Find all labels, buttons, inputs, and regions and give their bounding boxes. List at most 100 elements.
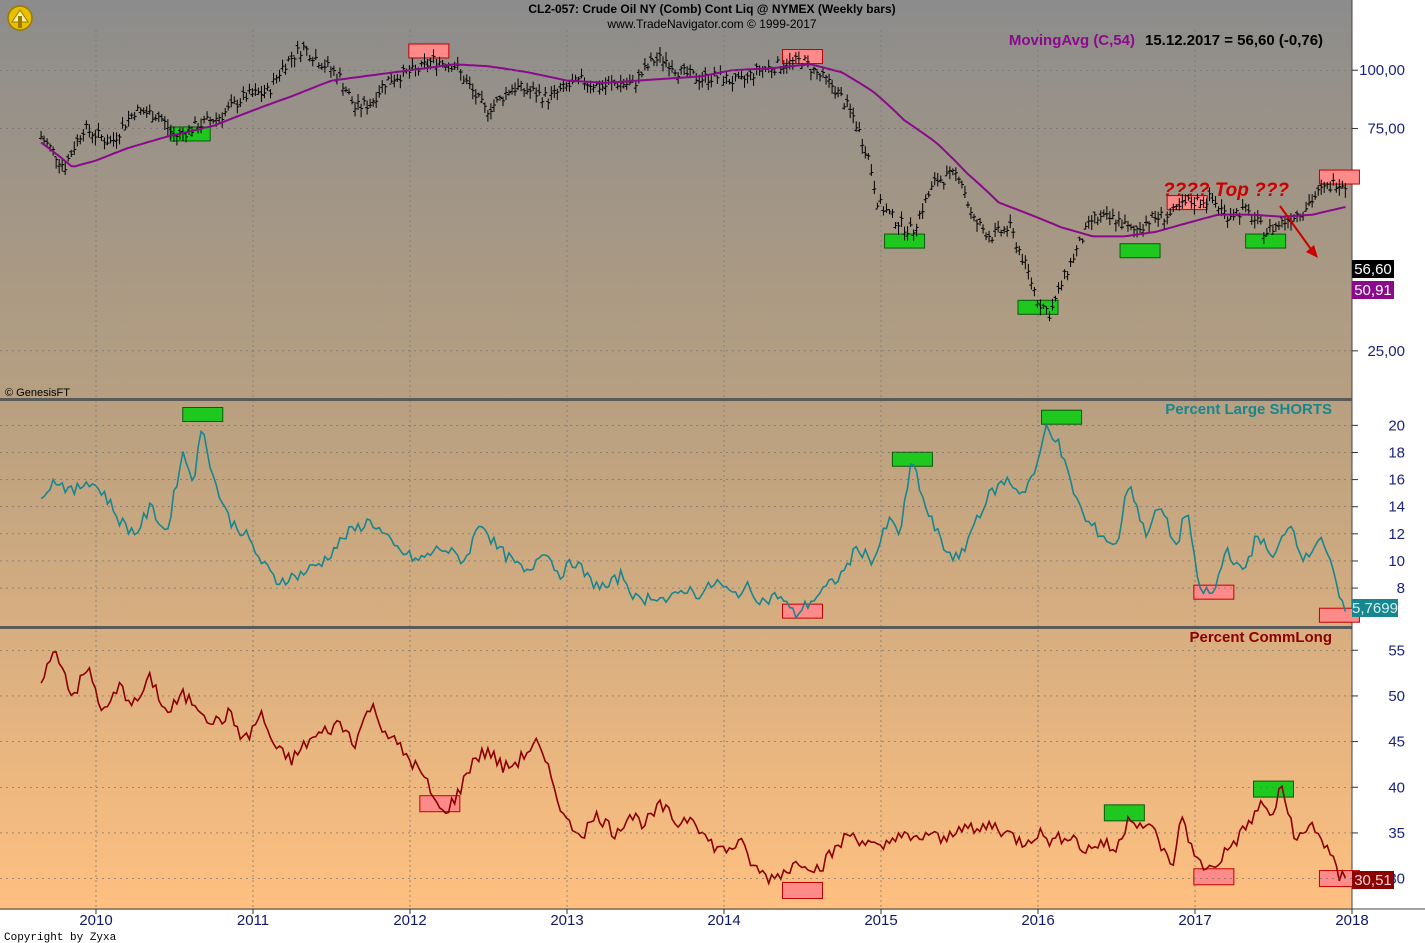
price-bar — [111, 132, 116, 147]
price-bar — [1026, 263, 1031, 280]
price-bar — [274, 74, 279, 84]
price-bar — [1041, 303, 1046, 310]
price-bar — [313, 48, 318, 61]
price-bar — [1065, 271, 1070, 281]
price-bar — [174, 133, 179, 146]
price-bar — [461, 75, 466, 84]
price-bar — [546, 98, 551, 110]
last-commlong-badge — [1352, 871, 1394, 889]
price-bar — [1319, 179, 1324, 195]
x-tick-label: 2017 — [1178, 912, 1211, 929]
price-bar — [60, 158, 65, 172]
price-bar — [944, 165, 949, 177]
price-bar — [1267, 218, 1272, 233]
price-bar — [654, 52, 659, 67]
price-bar — [304, 45, 309, 56]
price-bar — [331, 65, 336, 76]
price-bar — [528, 86, 533, 99]
top-annotation: ???? Top ??? — [1163, 180, 1289, 201]
price-bar — [869, 164, 874, 176]
y-tick-label: 100,00 — [1359, 62, 1405, 79]
price-bar — [1101, 209, 1106, 218]
price-bar — [893, 222, 898, 229]
price-bar — [993, 222, 998, 238]
price-bar — [664, 51, 669, 68]
price-bar — [491, 99, 496, 113]
price-bar — [938, 175, 943, 183]
price-bar — [1071, 253, 1076, 263]
price-bar — [673, 69, 678, 77]
price-bar — [1147, 221, 1152, 232]
price-bar — [301, 41, 306, 51]
price-bar — [45, 138, 50, 148]
red-signal-box — [782, 49, 823, 65]
price-bar — [987, 230, 992, 243]
price-bar — [419, 60, 424, 67]
price-bar — [1162, 218, 1167, 230]
price-bar — [739, 69, 744, 80]
price-bar — [845, 94, 850, 108]
price-bar — [724, 71, 729, 85]
price-bar — [371, 98, 376, 107]
price-bar — [591, 83, 596, 93]
price-bar — [603, 77, 608, 95]
price-bar — [1328, 181, 1333, 193]
price-bar — [1014, 242, 1019, 254]
price-bar — [624, 77, 629, 91]
price-bar — [1186, 194, 1191, 201]
price-bar — [709, 75, 714, 88]
price-bar — [962, 185, 967, 199]
price-bar — [377, 85, 382, 98]
price-bar — [633, 81, 638, 93]
price-bar — [368, 98, 373, 108]
price-bar — [818, 73, 823, 82]
price-bar — [102, 137, 107, 150]
price-bar — [833, 86, 838, 99]
price-bar — [1119, 219, 1124, 230]
price-bar — [1144, 215, 1149, 227]
price-bar — [875, 202, 880, 210]
price-bar — [485, 110, 490, 122]
price-bar — [733, 73, 738, 82]
price-bar — [497, 95, 502, 101]
price-bar — [353, 101, 358, 117]
price-bar — [362, 95, 367, 106]
price-bar — [1150, 211, 1155, 218]
price-bar — [193, 116, 198, 124]
price-bar — [953, 167, 958, 182]
price-bar — [621, 78, 626, 89]
price-bar — [772, 67, 777, 76]
price-bar — [422, 53, 427, 70]
price-bar — [183, 132, 188, 143]
price-bar — [1331, 173, 1336, 186]
price-bar — [186, 124, 191, 135]
price-bar — [872, 180, 877, 195]
price-bar — [814, 68, 819, 80]
price-bar — [1261, 232, 1266, 244]
price-bar — [510, 84, 515, 95]
price-bar — [1125, 220, 1130, 232]
price-bar — [694, 72, 699, 84]
price-bar — [1343, 183, 1348, 198]
price-bar — [93, 129, 98, 146]
price-bar — [1195, 193, 1200, 201]
x-axis-ticks: 2010 2011 2012 2013 2014 2015 2016 2017 2018 — [79, 909, 1369, 929]
price-bar — [286, 56, 291, 62]
price-bar — [437, 56, 442, 67]
x-tick-label: 2011 — [237, 912, 269, 929]
green-signal-box — [182, 406, 224, 422]
price-bar — [1279, 217, 1284, 228]
price-bar — [473, 89, 478, 105]
price-bar — [389, 72, 394, 85]
price-bar — [488, 103, 493, 120]
price-bar — [1138, 221, 1143, 233]
price-bar — [863, 146, 868, 159]
y-tick-label: 25,00 — [1367, 343, 1405, 360]
price-bar — [1023, 255, 1028, 270]
price-bar — [165, 119, 170, 137]
price-bar — [265, 82, 270, 91]
y-tick-label: 50 — [1388, 688, 1405, 705]
price-bar — [531, 81, 536, 92]
price-bar — [561, 79, 566, 92]
price-bar — [476, 92, 481, 98]
